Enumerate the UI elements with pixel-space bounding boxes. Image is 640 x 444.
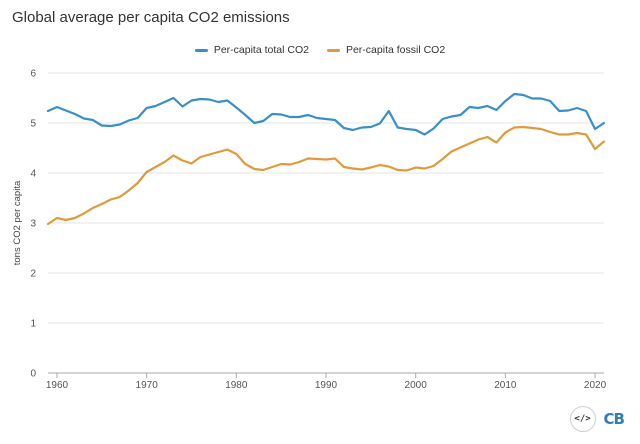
y-tick-label-6: 6 — [30, 69, 36, 80]
y-tick-label-1: 1 — [30, 319, 36, 330]
axes: 0 1 2 3 4 5 6 1960 1970 1980 1990 2000 2010 2020 — [30, 69, 606, 392]
legend-swatch-total — [194, 48, 208, 52]
series-line-fossil-co2 — [46, 125, 606, 226]
y-tick-label-5: 5 — [30, 119, 36, 130]
chart-legend: Per-capita total CO2 Per-capita fossil C… — [0, 44, 640, 56]
x-tick-label-2020: 2020 — [584, 380, 607, 391]
x-tick-label-1980: 1980 — [225, 380, 248, 391]
x-tick-label-1990: 1990 — [315, 380, 338, 391]
y-tick-label-2: 2 — [30, 269, 36, 280]
y-tick-label-3: 3 — [30, 219, 36, 230]
legend-item-fossil[interactable]: Per-capita fossil CO2 — [326, 44, 446, 56]
x-tick-label-1970: 1970 — [136, 380, 159, 391]
x-tick-label-2000: 2000 — [405, 380, 428, 391]
legend-label-fossil: Per-capita fossil CO2 — [345, 44, 446, 56]
y-tick-label-0: 0 — [30, 369, 36, 380]
carbon-brief-logo: CB — [603, 410, 625, 428]
legend-item-total[interactable]: Per-capita total CO2 — [194, 44, 309, 56]
x-tick-label-2010: 2010 — [494, 380, 517, 391]
x-tick-label-1960: 1960 — [46, 380, 69, 391]
footer-branding: </> CB — [569, 406, 625, 432]
embed-code-icon[interactable]: </> — [569, 406, 596, 432]
y-axis-label: tons CO2 per capita — [12, 180, 23, 265]
series-lines — [46, 92, 606, 226]
legend-label-total: Per-capita total CO2 — [213, 44, 309, 56]
y-tick-label-4: 4 — [30, 169, 36, 180]
chart-title: Global average per capita CO2 emissions — [12, 9, 290, 26]
series-line-total-co2 — [46, 92, 606, 136]
legend-swatch-fossil — [326, 48, 340, 52]
